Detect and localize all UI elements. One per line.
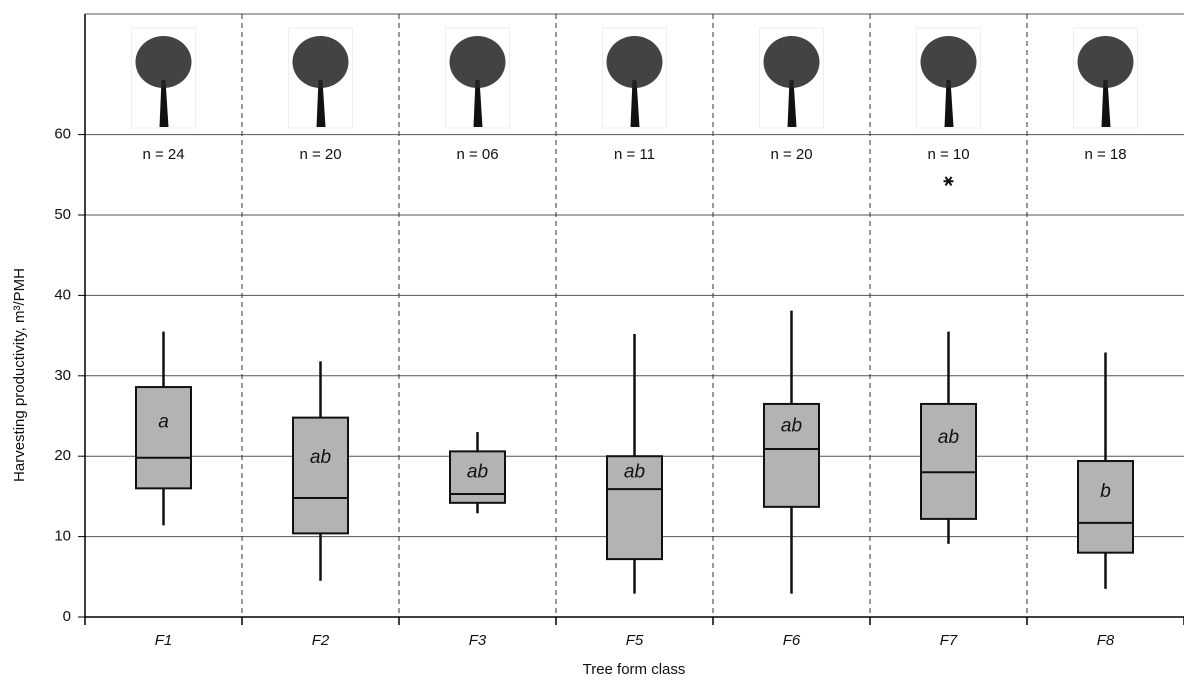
box <box>1077 460 1134 554</box>
box <box>763 402 820 508</box>
x-tick-label: F2 <box>312 632 330 649</box>
tree-frame <box>602 27 667 129</box>
outlier <box>943 176 954 187</box>
y-tick-label: 0 <box>63 608 71 625</box>
n-label: n = 18 <box>1084 146 1126 163</box>
group-label: b <box>1100 481 1111 502</box>
n-label: n = 20 <box>299 146 341 163</box>
x-tick-label: F3 <box>469 632 487 649</box>
tree-trunk <box>944 80 954 127</box>
group-label: ab <box>310 447 331 468</box>
n-label: n = 06 <box>456 146 498 163</box>
y-axis-title: Harvesting productivity, m³/PMH <box>11 268 28 482</box>
tree-crown <box>920 36 977 88</box>
tree-trunk <box>630 80 640 127</box>
group-label: ab <box>467 462 488 483</box>
x-tick-label: F7 <box>940 632 958 649</box>
tree-crown <box>135 36 192 88</box>
group-label: ab <box>938 427 959 448</box>
x-tick-label: F5 <box>626 632 644 649</box>
tree-frame <box>131 27 196 129</box>
tree-trunk <box>1101 80 1111 127</box>
box <box>606 455 663 561</box>
x-tick-label: F8 <box>1097 632 1115 649</box>
tree-frame <box>288 27 353 129</box>
tree-trunk <box>159 80 169 127</box>
box <box>920 402 977 520</box>
tree-frame <box>916 27 981 129</box>
x-axis-title: Tree form class <box>583 661 686 678</box>
y-tick-label: 50 <box>54 206 71 223</box>
tree-trunk <box>787 80 797 127</box>
tree-crown <box>763 36 820 88</box>
x-tick-label: F6 <box>783 632 801 649</box>
tree-crown <box>449 36 506 88</box>
y-tick-label: 40 <box>54 286 71 303</box>
tree-frame <box>1073 27 1138 129</box>
n-label: n = 24 <box>142 146 184 163</box>
n-label: n = 11 <box>614 146 655 163</box>
tree-frame <box>759 27 824 129</box>
group-label: ab <box>781 415 802 436</box>
tree-crown <box>292 36 349 88</box>
tree-crown <box>606 36 663 88</box>
box <box>292 416 349 535</box>
tree-frame <box>445 27 510 129</box>
y-tick-label: 60 <box>54 126 71 143</box>
y-tick-label: 20 <box>54 447 71 464</box>
group-label: ab <box>624 462 645 483</box>
n-label: n = 20 <box>770 146 812 163</box>
tree-crown <box>1077 36 1134 88</box>
box <box>135 386 192 490</box>
n-label: n = 10 <box>927 146 969 163</box>
y-tick-label: 30 <box>54 367 71 384</box>
tree-trunk <box>473 80 483 127</box>
x-tick-label: F1 <box>155 632 173 649</box>
y-tick-label: 10 <box>54 528 71 545</box>
group-label: a <box>158 411 169 432</box>
tree-trunk <box>316 80 326 127</box>
